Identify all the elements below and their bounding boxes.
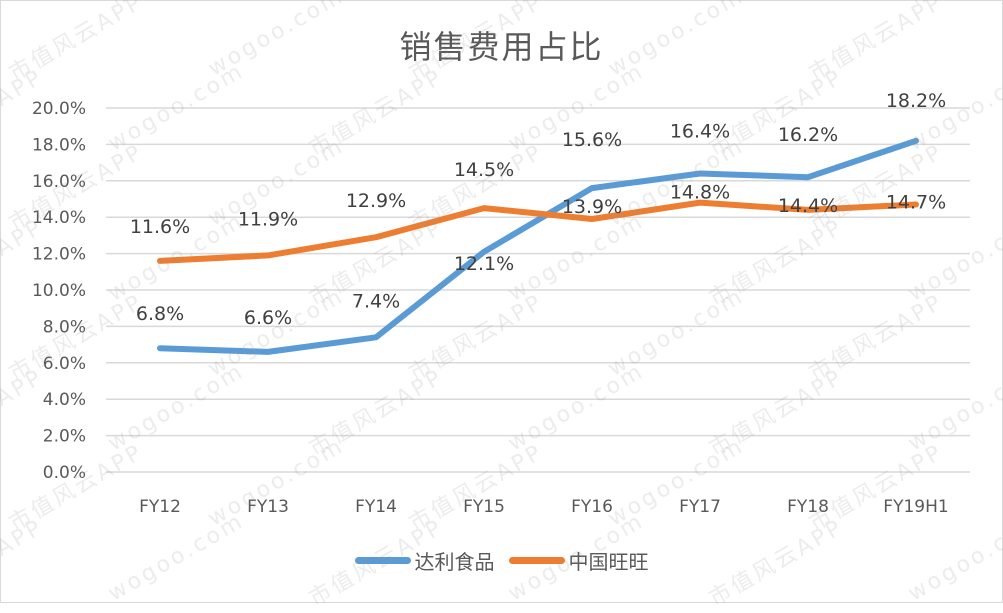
series-line bbox=[157, 199, 919, 264]
legend-label-dali: 达利食品 bbox=[414, 550, 495, 574]
y-tick-label: 14.0% bbox=[32, 208, 86, 228]
y-tick-label: 10.0% bbox=[32, 281, 86, 301]
chart-title: 销售费用占比 bbox=[399, 28, 604, 66]
y-tick-label: 20.0% bbox=[32, 99, 86, 119]
data-labels: 6.8% 6.6% 7.4% 12.1% 15.6% 16.4% 16.2% 18.2% 11.… bbox=[130, 90, 946, 329]
x-tick-label: FY16 bbox=[571, 497, 613, 517]
y-tick-label: 6.0% bbox=[43, 354, 86, 374]
legend-label-wangwang: 中国旺旺 bbox=[568, 550, 649, 574]
x-axis-labels: FY12 FY13 FY14 FY15 FY16 FY17 FY18 FY19H1 bbox=[139, 497, 949, 517]
data-label: 7.4% bbox=[352, 290, 400, 312]
data-label: 18.2% bbox=[886, 90, 946, 112]
data-label: 6.6% bbox=[244, 307, 292, 329]
data-label: 14.5% bbox=[454, 159, 514, 181]
y-tick-label: 16.0% bbox=[32, 172, 86, 192]
legend-swatch-dali bbox=[354, 557, 411, 564]
x-tick-label: FY19H1 bbox=[883, 497, 948, 517]
data-label: 6.8% bbox=[136, 303, 184, 325]
series-line bbox=[157, 137, 919, 355]
y-tick-label: 12.0% bbox=[32, 245, 86, 265]
y-tick-label: 8.0% bbox=[43, 317, 86, 337]
data-label: 14.7% bbox=[886, 191, 946, 213]
series-lines bbox=[157, 137, 919, 355]
legend-swatch-wangwang bbox=[508, 557, 565, 564]
x-tick-label: FY12 bbox=[139, 497, 181, 517]
data-label: 12.9% bbox=[346, 190, 406, 212]
data-label: 12.1% bbox=[454, 253, 514, 275]
legend-item-wangwang[interactable]: 中国旺旺 bbox=[508, 546, 649, 575]
y-tick-label: 4.0% bbox=[43, 390, 86, 410]
data-label: 16.4% bbox=[670, 121, 730, 143]
gridlines bbox=[106, 107, 970, 473]
x-tick-label: FY17 bbox=[679, 497, 721, 517]
x-tick-label: FY14 bbox=[355, 497, 397, 517]
legend-item-dali[interactable]: 达利食品 bbox=[354, 546, 495, 575]
data-label: 11.6% bbox=[130, 216, 190, 238]
y-tick-label: 0.0% bbox=[43, 463, 86, 483]
data-label: 11.9% bbox=[238, 208, 298, 230]
y-tick-label: 18.0% bbox=[32, 135, 86, 155]
y-tick-label: 2.0% bbox=[43, 427, 86, 447]
x-tick-label: FY13 bbox=[247, 497, 289, 517]
y-axis-labels: 0.0% 2.0% 4.0% 6.0% 8.0% 10.0% 12.0% 14.0% 16.0%… bbox=[32, 99, 86, 483]
data-label: 14.8% bbox=[670, 182, 730, 204]
data-label: 15.6% bbox=[562, 129, 622, 151]
x-tick-label: FY15 bbox=[463, 497, 505, 517]
data-label: 16.2% bbox=[778, 124, 838, 146]
data-label: 14.4% bbox=[778, 195, 838, 217]
data-label: 13.9% bbox=[562, 196, 622, 218]
x-tick-label: FY18 bbox=[787, 497, 829, 517]
chart-legend: 达利食品 中国旺旺 bbox=[0, 546, 1003, 575]
